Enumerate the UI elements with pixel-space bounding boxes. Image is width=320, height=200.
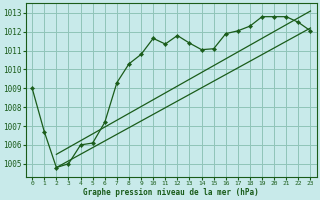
X-axis label: Graphe pression niveau de la mer (hPa): Graphe pression niveau de la mer (hPa) xyxy=(84,188,259,197)
